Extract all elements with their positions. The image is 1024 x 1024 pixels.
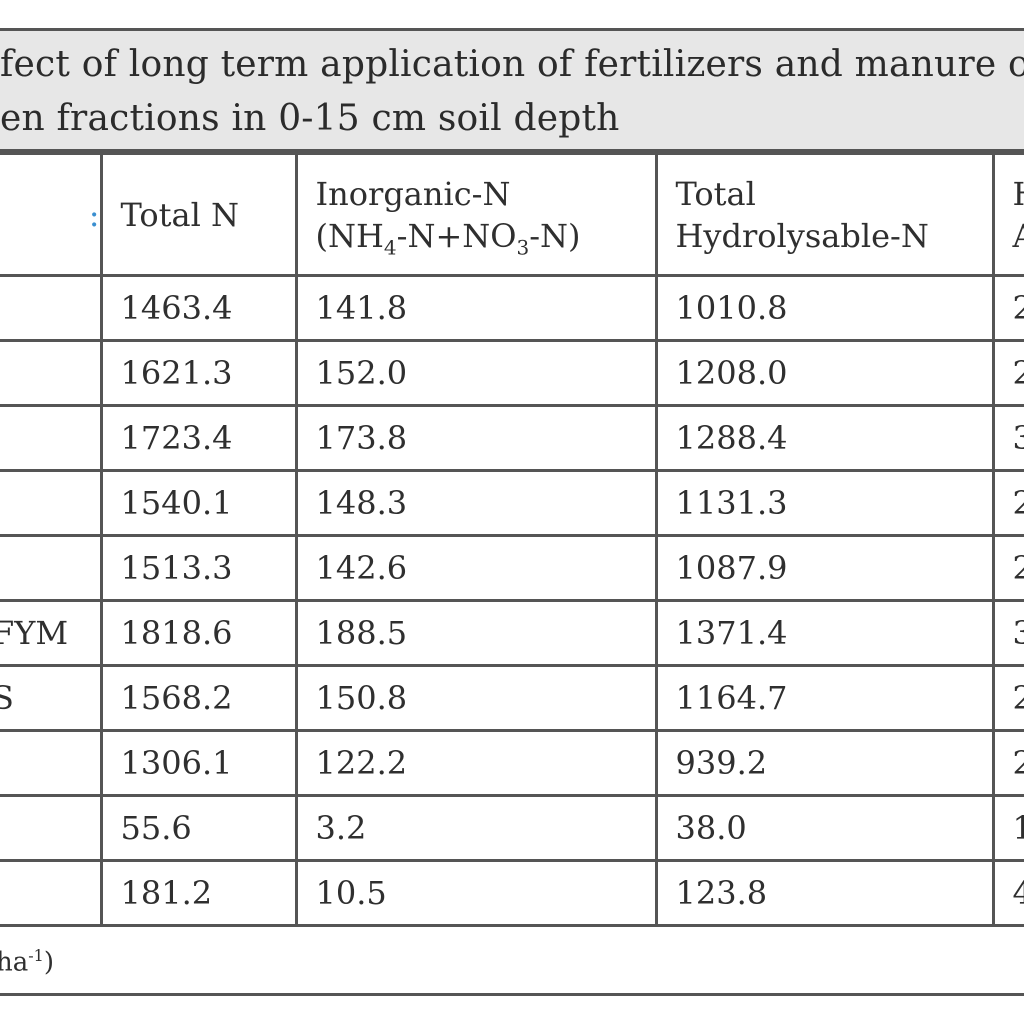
cell-next-column: 2 bbox=[991, 534, 1024, 602]
cell-inorganic-n: 152.0 bbox=[294, 339, 658, 407]
table-footnote: ha-1) bbox=[0, 928, 1024, 996]
header-inorganic-n: Inorganic-N (NH4-N+NO3-N) bbox=[294, 152, 658, 277]
header-next-column: H A bbox=[991, 152, 1024, 277]
cell-treatment: S bbox=[0, 664, 103, 732]
cell-inorganic-n: 142.6 bbox=[294, 534, 658, 602]
cell-hydrolysable-n: 1087.9 bbox=[654, 534, 995, 602]
nitrogen-fractions-table: : Total N Inorganic-N (NH4-N+NO3-N) Tota… bbox=[0, 152, 1024, 927]
header-hydrolysable-n-line1: Total bbox=[675, 174, 756, 213]
cell-total-n: 1723.4 bbox=[99, 404, 298, 472]
treatment-label: FYM bbox=[0, 614, 69, 652]
cell-treatment bbox=[0, 794, 103, 862]
table-body: 1463.4141.81010.821621.3152.01208.021723… bbox=[0, 274, 1024, 927]
table-header-row: : Total N Inorganic-N (NH4-N+NO3-N) Tota… bbox=[0, 152, 1024, 277]
header-inorganic-n-line1: Inorganic-N bbox=[315, 174, 511, 213]
cell-treatment bbox=[0, 534, 103, 602]
cell-treatment bbox=[0, 274, 103, 342]
cell-inorganic-n: 148.3 bbox=[294, 469, 658, 537]
cell-treatment bbox=[0, 404, 103, 472]
header-treatment-label: : bbox=[88, 195, 100, 234]
table-row: 55.63.238.01 bbox=[0, 794, 1024, 862]
cell-total-n: 1568.2 bbox=[99, 664, 298, 732]
table-caption: fect of long term application of fertili… bbox=[0, 28, 1024, 152]
caption-line-2: en fractions in 0-15 cm soil depth bbox=[0, 98, 620, 139]
cell-next-column: 3 bbox=[991, 404, 1024, 472]
header-next-line2: A bbox=[1013, 215, 1024, 257]
header-next-line1: H bbox=[1013, 173, 1024, 215]
cell-inorganic-n: 122.2 bbox=[294, 729, 658, 797]
header-treatment: : bbox=[0, 152, 103, 277]
header-total-n: Total N bbox=[99, 152, 298, 277]
cell-next-column: 3 bbox=[991, 599, 1024, 667]
cell-treatment bbox=[0, 339, 103, 407]
cell-total-n: 1540.1 bbox=[99, 469, 298, 537]
cell-treatment: FYM bbox=[0, 599, 103, 667]
cell-next-column: 4 bbox=[991, 859, 1024, 927]
cell-treatment bbox=[0, 469, 103, 537]
header-hydrolysable-n-line2: Hydrolysable-N bbox=[675, 216, 929, 255]
cell-next-column: 2 bbox=[991, 274, 1024, 342]
cell-total-n: 1621.3 bbox=[99, 339, 298, 407]
cell-total-n: 1818.6 bbox=[99, 599, 298, 667]
cell-next-column: 2 bbox=[991, 339, 1024, 407]
header-inorganic-n-line2: (NH4-N+NO3-N) bbox=[315, 216, 581, 259]
cell-hydrolysable-n: 1010.8 bbox=[654, 274, 995, 342]
cell-inorganic-n: 173.8 bbox=[294, 404, 658, 472]
cell-total-n: 181.2 bbox=[99, 859, 298, 927]
cell-treatment bbox=[0, 729, 103, 797]
cell-total-n: 55.6 bbox=[99, 794, 298, 862]
cell-hydrolysable-n: 123.8 bbox=[654, 859, 995, 927]
cell-total-n: 1306.1 bbox=[99, 729, 298, 797]
cell-hydrolysable-n: 1371.4 bbox=[654, 599, 995, 667]
cell-hydrolysable-n: 1208.0 bbox=[654, 339, 995, 407]
cell-hydrolysable-n: 1288.4 bbox=[654, 404, 995, 472]
cell-total-n: 1513.3 bbox=[99, 534, 298, 602]
cell-hydrolysable-n: 939.2 bbox=[654, 729, 995, 797]
caption-line-1: fect of long term application of fertili… bbox=[0, 44, 1024, 85]
cell-hydrolysable-n: 1131.3 bbox=[654, 469, 995, 537]
footnote-text: ha-1) bbox=[0, 946, 54, 978]
cell-next-column: 2 bbox=[991, 469, 1024, 537]
cell-next-column: 2 bbox=[991, 664, 1024, 732]
cell-hydrolysable-n: 1164.7 bbox=[654, 664, 995, 732]
cell-hydrolysable-n: 38.0 bbox=[654, 794, 995, 862]
header-hydrolysable-n: Total Hydrolysable-N bbox=[654, 152, 995, 277]
cell-total-n: 1463.4 bbox=[99, 274, 298, 342]
treatment-label: S bbox=[0, 679, 14, 717]
cell-inorganic-n: 10.5 bbox=[294, 859, 658, 927]
cell-next-column: 1 bbox=[991, 794, 1024, 862]
cell-inorganic-n: 141.8 bbox=[294, 274, 658, 342]
cell-inorganic-n: 150.8 bbox=[294, 664, 658, 732]
cell-inorganic-n: 3.2 bbox=[294, 794, 658, 862]
cell-next-column: 2 bbox=[991, 729, 1024, 797]
cell-inorganic-n: 188.5 bbox=[294, 599, 658, 667]
cell-treatment bbox=[0, 859, 103, 927]
